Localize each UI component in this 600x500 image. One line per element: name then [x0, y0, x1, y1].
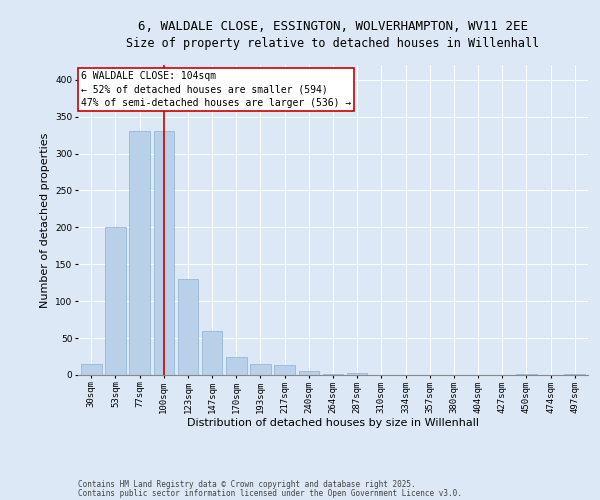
- Bar: [347, 373, 367, 375]
- Bar: [130, 132, 150, 375]
- Bar: [154, 132, 174, 375]
- Bar: [299, 370, 319, 375]
- Bar: [565, 374, 585, 375]
- Text: 6, WALDALE CLOSE, ESSINGTON, WOLVERHAMPTON, WV11 2EE: 6, WALDALE CLOSE, ESSINGTON, WOLVERHAMPT…: [138, 20, 528, 33]
- Bar: [105, 228, 126, 375]
- Bar: [81, 364, 101, 375]
- X-axis label: Distribution of detached houses by size in Willenhall: Distribution of detached houses by size …: [187, 418, 479, 428]
- Bar: [202, 330, 223, 375]
- Bar: [323, 374, 343, 375]
- Bar: [250, 364, 271, 375]
- Text: 6 WALDALE CLOSE: 104sqm
← 52% of detached houses are smaller (594)
47% of semi-d: 6 WALDALE CLOSE: 104sqm ← 52% of detache…: [80, 71, 351, 108]
- Text: Contains HM Land Registry data © Crown copyright and database right 2025.: Contains HM Land Registry data © Crown c…: [78, 480, 416, 489]
- Bar: [274, 366, 295, 375]
- Bar: [226, 356, 247, 375]
- Text: Size of property relative to detached houses in Willenhall: Size of property relative to detached ho…: [127, 38, 539, 51]
- Text: Contains public sector information licensed under the Open Government Licence v3: Contains public sector information licen…: [78, 488, 462, 498]
- Bar: [178, 279, 198, 375]
- Bar: [516, 374, 536, 375]
- Y-axis label: Number of detached properties: Number of detached properties: [40, 132, 50, 308]
